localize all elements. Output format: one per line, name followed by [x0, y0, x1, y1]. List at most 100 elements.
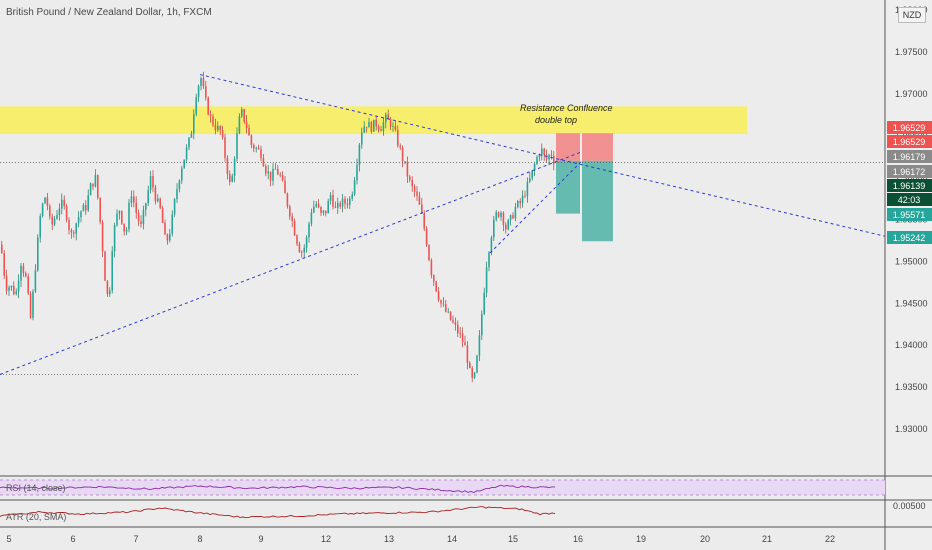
candle-body — [212, 116, 214, 125]
trendline-2 — [489, 160, 583, 254]
candle-body — [375, 119, 377, 127]
candle-body — [459, 333, 461, 335]
candle-body — [267, 171, 269, 174]
atr-label[interactable]: ATR (20, SMA) — [6, 512, 67, 522]
candle-body — [3, 253, 5, 276]
candle-body — [113, 225, 116, 252]
candle-body — [85, 204, 87, 211]
candle-body — [466, 345, 469, 363]
candle-body — [471, 367, 473, 378]
candle-body — [308, 223, 310, 238]
candle-body — [490, 237, 493, 253]
candle-body — [435, 281, 437, 292]
candle-body — [89, 183, 92, 196]
candle-body — [195, 97, 197, 115]
price-label-7: 1.95242 — [893, 233, 926, 243]
candle-body — [337, 203, 339, 208]
time-axis-tick: 12 — [321, 534, 331, 544]
candle-body — [543, 148, 545, 155]
candle-body — [361, 132, 363, 145]
candle-body — [10, 285, 13, 288]
candle-body — [397, 130, 399, 146]
position-target-box-0 — [556, 160, 580, 214]
candle-body — [39, 216, 41, 238]
candle-body — [399, 145, 401, 148]
candle-body — [49, 205, 51, 217]
candle-body — [123, 223, 125, 232]
candle-body — [15, 291, 17, 295]
candle-body — [97, 174, 99, 198]
candle-body — [8, 287, 10, 291]
candle-body — [317, 203, 320, 207]
candle-body — [46, 197, 49, 206]
candle-body — [291, 216, 293, 221]
candle-body — [382, 122, 385, 132]
candle-body — [181, 168, 183, 181]
trendline-1 — [0, 152, 581, 375]
candle-body — [385, 114, 387, 123]
currency-badge[interactable]: NZD — [898, 7, 926, 23]
candle-body — [524, 195, 526, 197]
candle-body — [440, 299, 442, 304]
time-axis-tick: 22 — [825, 534, 835, 544]
candle-body — [253, 144, 255, 149]
time-axis-tick: 13 — [384, 534, 394, 544]
annotation-line-1: Resistance Confluence — [520, 103, 613, 113]
position-stop-box-0 — [556, 133, 580, 161]
candle-body — [401, 147, 404, 162]
price-label-bg-4 — [887, 179, 932, 192]
candle-body — [274, 168, 277, 170]
candle-body — [137, 212, 140, 222]
candle-body — [437, 291, 440, 300]
price-label-bg-7 — [887, 231, 932, 244]
candle-body — [430, 260, 433, 276]
candle-body — [63, 199, 65, 206]
candle-body — [279, 174, 281, 176]
candle-body — [22, 265, 25, 274]
candle-body — [373, 119, 375, 132]
candle-body — [44, 197, 46, 204]
candle-body — [229, 174, 231, 182]
rsi-label[interactable]: RSI (14, close) — [6, 483, 66, 493]
candle-body — [433, 275, 435, 282]
candle-body — [241, 109, 243, 117]
candle-body — [82, 204, 85, 212]
candle-body — [481, 314, 483, 336]
candle-body — [13, 285, 15, 295]
candle-body — [255, 147, 257, 149]
candle-body — [461, 333, 464, 343]
price-label-4: 1.96139 — [893, 181, 926, 191]
candle-body — [394, 126, 397, 131]
candle-body — [183, 159, 185, 169]
rsi-band — [0, 480, 885, 495]
candle-body — [423, 213, 425, 229]
price-label-6: 1.95571 — [893, 210, 926, 220]
candle-body — [118, 210, 121, 214]
candle-body — [145, 203, 147, 210]
candle-body — [27, 276, 29, 294]
candle-body — [349, 198, 351, 205]
candle-body — [389, 119, 392, 127]
candle-body — [41, 203, 44, 217]
candle-body — [51, 216, 53, 225]
position-stop-box-1 — [582, 133, 613, 161]
candle-body — [260, 149, 262, 159]
candle-body — [370, 122, 373, 132]
candle-body — [485, 267, 488, 293]
candle-body — [238, 116, 241, 134]
candle-body — [34, 270, 37, 292]
price-label-3: 1.96172 — [893, 167, 926, 177]
candle-body — [250, 135, 253, 145]
candle-body — [219, 126, 221, 131]
time-axis-tick: 20 — [700, 534, 710, 544]
candle-body — [289, 206, 291, 217]
candle-body — [135, 202, 137, 213]
candle-body — [469, 362, 471, 368]
candle-body — [332, 195, 334, 207]
candle-body — [207, 97, 209, 115]
candle-body — [533, 164, 536, 171]
candle-body — [202, 78, 205, 87]
candle-body — [236, 133, 238, 159]
candle-body — [125, 229, 128, 232]
